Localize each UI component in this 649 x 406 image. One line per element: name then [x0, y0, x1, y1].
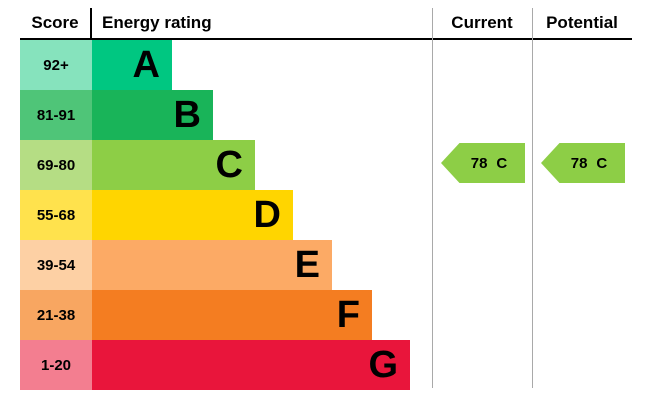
band-letter: A — [132, 44, 160, 86]
energy-rating-column-header: Energy rating — [102, 13, 212, 32]
score-cell: 21-38 — [20, 290, 92, 340]
band-row: 81-91 B — [20, 90, 432, 140]
band-row: 69-80 C — [20, 140, 432, 190]
band-letter: E — [294, 244, 320, 286]
band-row: 39-54 E — [20, 240, 432, 290]
band-row: 21-38 F — [20, 290, 432, 340]
current-rating-band: C — [496, 154, 508, 172]
score-cell: 69-80 — [20, 140, 92, 190]
score-cell: 81-91 — [20, 90, 92, 140]
current-rating-column: 78 C — [432, 38, 532, 388]
band-row: 55-68 D — [20, 190, 432, 240]
band-bar: E — [92, 240, 332, 290]
potential-rating-arrow: 78 C — [541, 143, 625, 183]
band-letter: C — [215, 144, 243, 186]
potential-column-divider — [532, 8, 533, 388]
chart-header: Score Energy rating Current Potential — [20, 8, 632, 40]
potential-column-header: Potential — [546, 13, 618, 32]
band-bar: D — [92, 190, 293, 240]
score-column-header: Score — [20, 8, 92, 38]
band-letter: G — [368, 344, 398, 386]
score-cell: 1-20 — [20, 340, 92, 390]
band-row: 92+ A — [20, 40, 432, 90]
potential-rating-value: 78 — [570, 154, 588, 172]
chart-inner: Score Energy rating Current Potential 92… — [20, 8, 632, 390]
potential-rating-band: C — [596, 154, 608, 172]
band-row: 1-20 G — [20, 340, 432, 390]
score-cell: 92+ — [20, 40, 92, 90]
current-column-divider — [432, 8, 433, 388]
score-cell: 39-54 — [20, 240, 92, 290]
score-cell: 55-68 — [20, 190, 92, 240]
band-bar: B — [92, 90, 213, 140]
band-bar: F — [92, 290, 372, 340]
band-letter: B — [173, 94, 201, 136]
current-rating-arrow: 78 C — [441, 143, 525, 183]
band-rows: 92+ A 81-91 B 69-80 C 55-68 D — [20, 40, 432, 390]
band-bar: A — [92, 40, 172, 90]
current-column-header: Current — [451, 13, 513, 32]
potential-rating-column: 78 C — [532, 38, 632, 388]
band-letter: D — [253, 194, 281, 236]
band-letter: F — [336, 294, 360, 336]
band-bar: C — [92, 140, 255, 190]
current-rating-value: 78 — [470, 154, 488, 172]
band-bar: G — [92, 340, 410, 390]
